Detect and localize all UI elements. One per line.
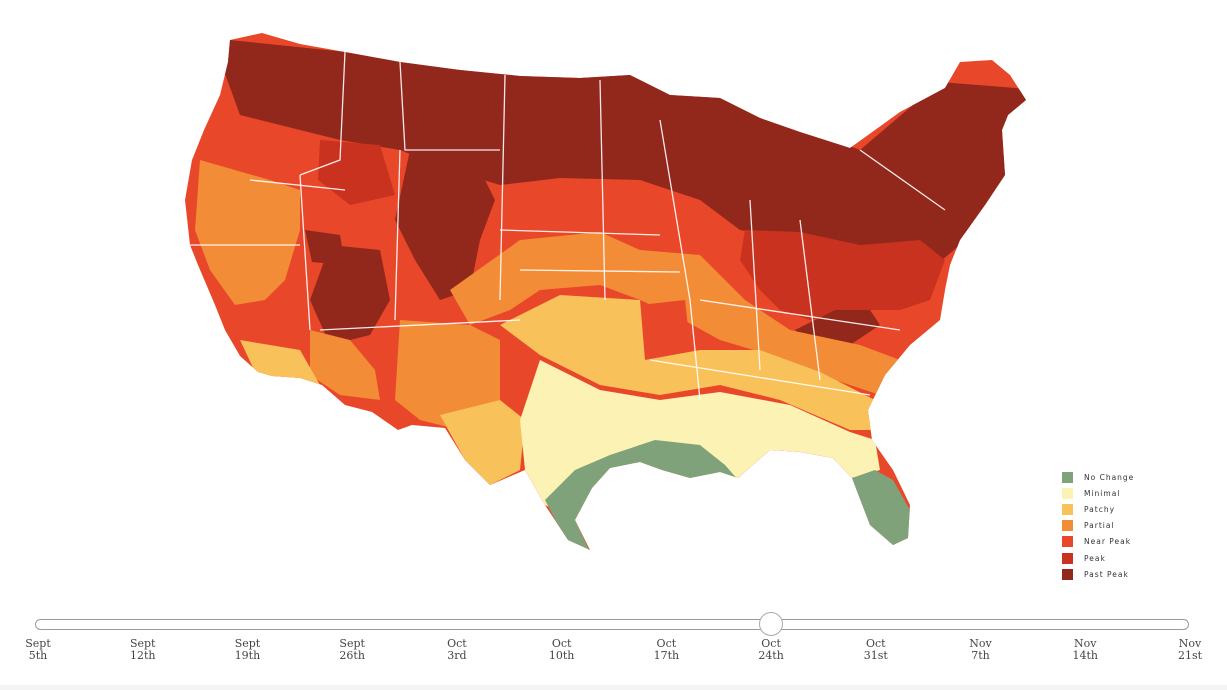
region-no-change-florida [852,470,910,546]
legend-item: Near Peak [1062,534,1134,550]
legend-item: No Change [1062,469,1134,485]
legend-item: Minimal [1062,485,1134,501]
legend-item: Partial [1062,518,1134,534]
legend-swatch [1062,487,1073,499]
region-minimal-gulf [520,360,880,520]
timeline-tick-month: Sept [25,637,51,650]
timeline-tick[interactable]: Sept 19th [207,638,287,662]
timeline-tick-month: Nov [1074,637,1097,650]
timeline-tick-day: 3rd [447,649,467,662]
timeline-tick[interactable]: Nov 21st [1150,638,1227,662]
footer-strip [0,685,1227,690]
timeline-tick-month: Oct [866,637,886,650]
legend-label: Partial [1084,521,1115,531]
region-past-peak-colorado [395,150,495,300]
region-near-peak-ozarks [640,300,690,365]
region-patchy-south [500,295,885,430]
timeline-tick-month: Oct [761,637,781,650]
timeline-tick-day: 10th [548,649,575,662]
timeline-tick[interactable]: Oct 24th [731,638,811,662]
legend-label: Patchy [1084,504,1116,514]
legend-swatch [1062,552,1073,564]
region-partial-southwest [395,320,500,430]
legend-label: Past Peak [1084,569,1129,579]
legend-label: Near Peak [1084,537,1132,547]
legend-swatch [1062,503,1073,515]
timeline-track[interactable] [35,619,1189,630]
legend-swatch [1062,520,1073,532]
us-fall-foliage-map [185,33,1026,550]
region-partial-az [310,330,380,400]
timeline-tick[interactable]: Sept 26th [312,638,392,662]
timeline-tick-month: Nov [1178,637,1202,650]
legend-item: Peak [1062,550,1134,566]
timeline-tick-day: 19th [234,649,261,662]
legend-swatch [1062,471,1073,483]
timeline-tick-day: 7th [971,649,990,662]
timeline-tick-day: 21st [1177,649,1203,662]
timeline-tick-month: Oct [551,637,572,650]
legend-label: Peak [1084,553,1106,563]
region-no-change-gulf-coast [545,440,740,550]
region-past-peak-north [220,40,1026,270]
timeline-tick-month: Nov [969,637,992,650]
legend-item: Past Peak [1062,566,1134,582]
region-past-peak-utah [310,245,390,345]
timeline-tick-month: Oct [656,637,677,650]
timeline-tick-day: 5th [28,649,48,662]
region-peak-appalachia [740,230,945,320]
legend-swatch [1062,568,1073,580]
timeline-tick-month: Sept [339,637,365,650]
region-partial-west [195,160,300,305]
timeline-tick-month: Oct [447,637,467,650]
legend-swatch [1062,536,1073,548]
timeline-tick[interactable]: Oct 31st [836,638,916,662]
legend: No Change Minimal Patchy Partial Near Peak Pe… [1062,469,1134,582]
timeline-tick[interactable]: Oct 10th [522,638,602,662]
state-borders [190,51,946,401]
timeline-tick-day: 12th [129,649,156,662]
timeline-tick-day: 26th [339,649,365,662]
timeline-tick[interactable]: Sept 12th [103,638,183,662]
legend-label: Minimal [1084,488,1121,498]
timeline-tick[interactable]: Nov 14th [1045,638,1125,662]
timeline-tick[interactable]: Oct 3rd [417,638,497,662]
timeline-slider[interactable]: Sept 5th Sept 12th Sept 19th Sept 26th Oct 3rd Oct… [0,612,1227,682]
timeline-tick[interactable]: Sept 5th [0,638,78,662]
timeline-tick-day: 31st [863,649,888,662]
region-patchy-texas-west [440,400,525,485]
timeline-tick[interactable]: Oct 17th [626,638,706,662]
timeline-tick-month: Sept [129,637,156,650]
legend-label: No Change [1084,472,1135,482]
timeline-tick-day: 17th [653,649,680,662]
legend-item: Patchy [1062,501,1134,517]
timeline-tick[interactable]: Nov 7th [941,638,1021,662]
timeline-tick-day: 14th [1072,649,1099,662]
region-past-peak-nevada [305,230,345,265]
timeline-handle[interactable] [759,612,784,636]
timeline-tick-day: 24th [758,649,784,662]
timeline-tick-month: Sept [234,637,261,650]
